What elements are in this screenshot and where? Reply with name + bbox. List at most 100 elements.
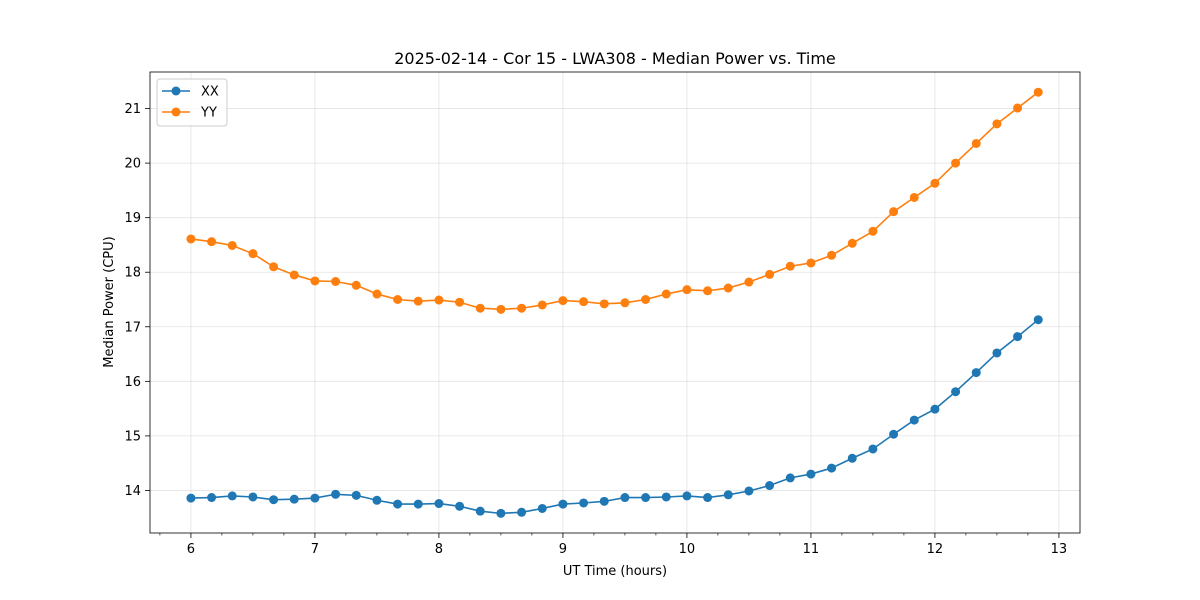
data-point-yy bbox=[1033, 87, 1043, 97]
data-point-xx bbox=[951, 387, 961, 397]
data-point-xx bbox=[413, 499, 423, 509]
data-point-xx bbox=[889, 429, 899, 439]
y-tick-label: 14 bbox=[124, 484, 141, 499]
x-tick-label: 12 bbox=[927, 542, 944, 557]
data-point-yy bbox=[992, 119, 1002, 129]
grid-lines bbox=[150, 72, 1080, 533]
data-point-xx bbox=[641, 493, 651, 503]
data-point-yy bbox=[785, 261, 795, 271]
data-point-yy bbox=[558, 296, 568, 306]
data-point-xx bbox=[1033, 315, 1043, 325]
y-tick-label: 21 bbox=[124, 102, 141, 117]
data-point-xx bbox=[868, 444, 878, 454]
data-point-xx bbox=[579, 498, 589, 508]
data-point-xx bbox=[703, 493, 713, 503]
chart-title: 2025-02-14 - Cor 15 - LWA308 - Median Po… bbox=[394, 49, 836, 68]
y-axis: 14 15 16 17 18 19 20 21 bbox=[124, 102, 150, 499]
data-point-xx bbox=[971, 368, 981, 378]
plot-frame bbox=[149, 71, 1081, 534]
y-tick-label: 20 bbox=[124, 157, 141, 172]
data-point-xx bbox=[847, 453, 857, 463]
data-point-xx bbox=[289, 494, 299, 504]
data-point-xx bbox=[248, 492, 258, 502]
data-point-yy bbox=[537, 300, 547, 310]
series-layer bbox=[186, 87, 1043, 518]
x-tick-label: 7 bbox=[311, 542, 319, 557]
y-tick-label: 18 bbox=[124, 266, 141, 281]
legend-marker-xx bbox=[171, 86, 181, 96]
data-point-yy bbox=[930, 178, 940, 188]
data-point-xx bbox=[723, 490, 733, 500]
data-point-xx bbox=[372, 495, 382, 505]
data-point-yy bbox=[827, 250, 837, 260]
x-tick-label: 11 bbox=[803, 542, 820, 557]
data-point-xx bbox=[682, 491, 692, 501]
data-point-yy bbox=[951, 158, 961, 168]
x-tick-label: 13 bbox=[1051, 542, 1068, 557]
data-point-yy bbox=[269, 262, 279, 272]
data-point-yy bbox=[517, 303, 527, 313]
data-point-yy bbox=[971, 138, 981, 148]
data-point-yy bbox=[641, 295, 651, 304]
data-point-yy bbox=[207, 237, 217, 247]
data-point-yy bbox=[765, 269, 775, 279]
data-point-xx bbox=[744, 486, 754, 496]
x-axis: 6 7 8 9 10 11 12 13 bbox=[159, 533, 1068, 557]
data-point-xx bbox=[785, 473, 795, 483]
data-point-xx bbox=[992, 348, 1002, 358]
x-tick-label: 8 bbox=[435, 542, 443, 557]
y-tick-label: 19 bbox=[124, 211, 141, 226]
y-axis-label: Median Power (CPU) bbox=[102, 236, 117, 367]
x-axis-label: UT Time (hours) bbox=[563, 564, 667, 579]
data-point-yy bbox=[372, 289, 382, 299]
data-point-yy bbox=[889, 207, 899, 217]
data-point-xx bbox=[620, 493, 630, 503]
data-point-yy bbox=[289, 270, 299, 280]
data-point-yy bbox=[661, 289, 671, 299]
data-point-yy bbox=[682, 285, 692, 295]
data-point-yy bbox=[847, 238, 857, 248]
data-point-yy bbox=[455, 297, 465, 307]
data-point-yy bbox=[620, 298, 630, 308]
data-point-yy bbox=[434, 295, 444, 305]
data-point-yy bbox=[599, 299, 609, 309]
data-point-xx bbox=[434, 499, 444, 509]
data-point-yy bbox=[579, 297, 589, 307]
data-point-xx bbox=[310, 493, 320, 503]
data-point-xx bbox=[475, 506, 485, 516]
legend: XX YY bbox=[156, 78, 228, 127]
data-point-yy bbox=[393, 295, 403, 304]
data-point-yy bbox=[496, 304, 506, 314]
legend-marker-yy bbox=[171, 107, 181, 117]
y-tick-label: 16 bbox=[124, 375, 141, 390]
data-point-xx bbox=[207, 493, 217, 503]
data-point-yy bbox=[744, 277, 754, 287]
legend-label-yy: YY bbox=[200, 106, 217, 121]
data-point-xx bbox=[393, 499, 403, 509]
data-point-xx bbox=[455, 501, 465, 511]
data-point-yy bbox=[331, 277, 341, 286]
data-point-yy bbox=[703, 286, 713, 296]
data-point-xx bbox=[537, 503, 547, 513]
data-point-xx bbox=[909, 415, 919, 425]
data-point-yy bbox=[723, 283, 733, 293]
data-point-xx bbox=[517, 507, 527, 517]
data-point-yy bbox=[909, 192, 919, 202]
data-point-xx bbox=[227, 491, 237, 501]
data-point-xx bbox=[269, 495, 279, 505]
data-point-xx bbox=[1013, 332, 1023, 342]
data-point-xx bbox=[827, 463, 837, 473]
data-point-yy bbox=[227, 240, 237, 250]
y-tick-label: 17 bbox=[124, 320, 141, 335]
y-tick-label: 15 bbox=[124, 429, 141, 444]
data-point-yy bbox=[186, 234, 196, 244]
data-point-yy bbox=[868, 226, 878, 236]
data-point-yy bbox=[351, 280, 361, 290]
data-point-xx bbox=[331, 489, 341, 499]
data-point-yy bbox=[413, 296, 423, 306]
x-tick-label: 6 bbox=[187, 542, 195, 557]
legend-label-xx: XX bbox=[201, 85, 219, 100]
data-point-xx bbox=[186, 493, 196, 503]
data-point-yy bbox=[806, 258, 816, 268]
